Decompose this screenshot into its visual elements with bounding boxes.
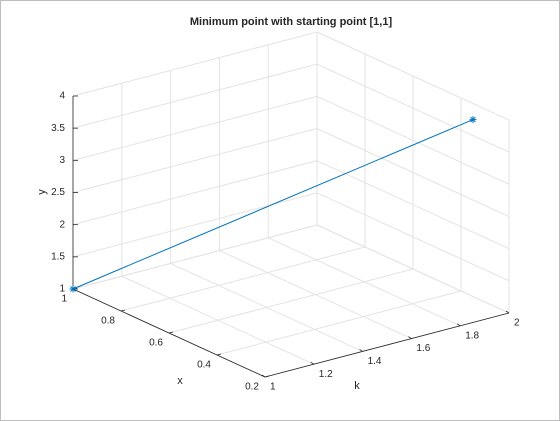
k-tick-label: 2 xyxy=(514,318,520,329)
x-tick-label: 0.6 xyxy=(149,338,163,349)
k-tick-label: 1.2 xyxy=(319,369,333,380)
grid-line xyxy=(216,290,462,356)
y-tick-label: 4 xyxy=(59,91,65,102)
grid-line xyxy=(72,192,318,258)
tick-mark xyxy=(456,323,461,327)
y-tick-label: 1.5 xyxy=(51,251,65,262)
tick-mark xyxy=(310,361,315,365)
x-tick-label: 0.4 xyxy=(197,360,211,371)
tick-mark xyxy=(264,375,270,378)
x-tick-label: 0.2 xyxy=(245,382,259,393)
k-tick-label: 1.6 xyxy=(416,343,430,354)
grid-line xyxy=(72,63,318,129)
grid-line xyxy=(316,160,510,250)
y-tick-label: 2 xyxy=(59,219,65,230)
grid-line xyxy=(72,224,318,290)
k-tick-label: 1 xyxy=(270,382,276,393)
grid-line xyxy=(168,268,414,334)
grid-line xyxy=(72,95,318,161)
k-tick-label: 1.8 xyxy=(465,330,479,341)
grid-line xyxy=(120,246,366,312)
grid-line xyxy=(316,95,510,185)
x-axis-label: x xyxy=(177,375,183,387)
tick-mark xyxy=(261,374,266,378)
grid-line xyxy=(316,63,510,153)
tick-mark xyxy=(168,331,174,334)
y-tick-label: 3 xyxy=(59,155,65,166)
tick-mark xyxy=(408,336,412,339)
grid-line xyxy=(316,31,510,121)
chart-title: Minimum point with starting point [1,1] xyxy=(190,16,393,28)
grid-line xyxy=(316,128,510,217)
x-tick-label: 0.8 xyxy=(101,316,115,327)
data-line xyxy=(72,119,474,290)
k-tick-label: 1.4 xyxy=(368,356,382,367)
y-axis-label: y xyxy=(36,189,48,195)
y-tick-label: 2.5 xyxy=(51,187,65,198)
grid-line xyxy=(72,31,318,97)
grid-line xyxy=(316,224,510,314)
tick-mark xyxy=(120,309,126,312)
data-marker xyxy=(69,285,77,293)
y-tick-label: 1 xyxy=(59,284,65,295)
x-tick-label: 1 xyxy=(61,294,67,305)
k-axis-label: k xyxy=(354,380,360,392)
grid-line xyxy=(72,160,318,226)
tick-mark xyxy=(216,353,222,356)
y-tick-label: 3.5 xyxy=(51,123,65,134)
data-marker xyxy=(469,116,477,124)
grid-line xyxy=(316,192,510,282)
axis-line xyxy=(264,312,510,378)
tick-mark xyxy=(505,310,510,314)
grid-line xyxy=(72,128,318,193)
tick-mark xyxy=(359,349,363,352)
